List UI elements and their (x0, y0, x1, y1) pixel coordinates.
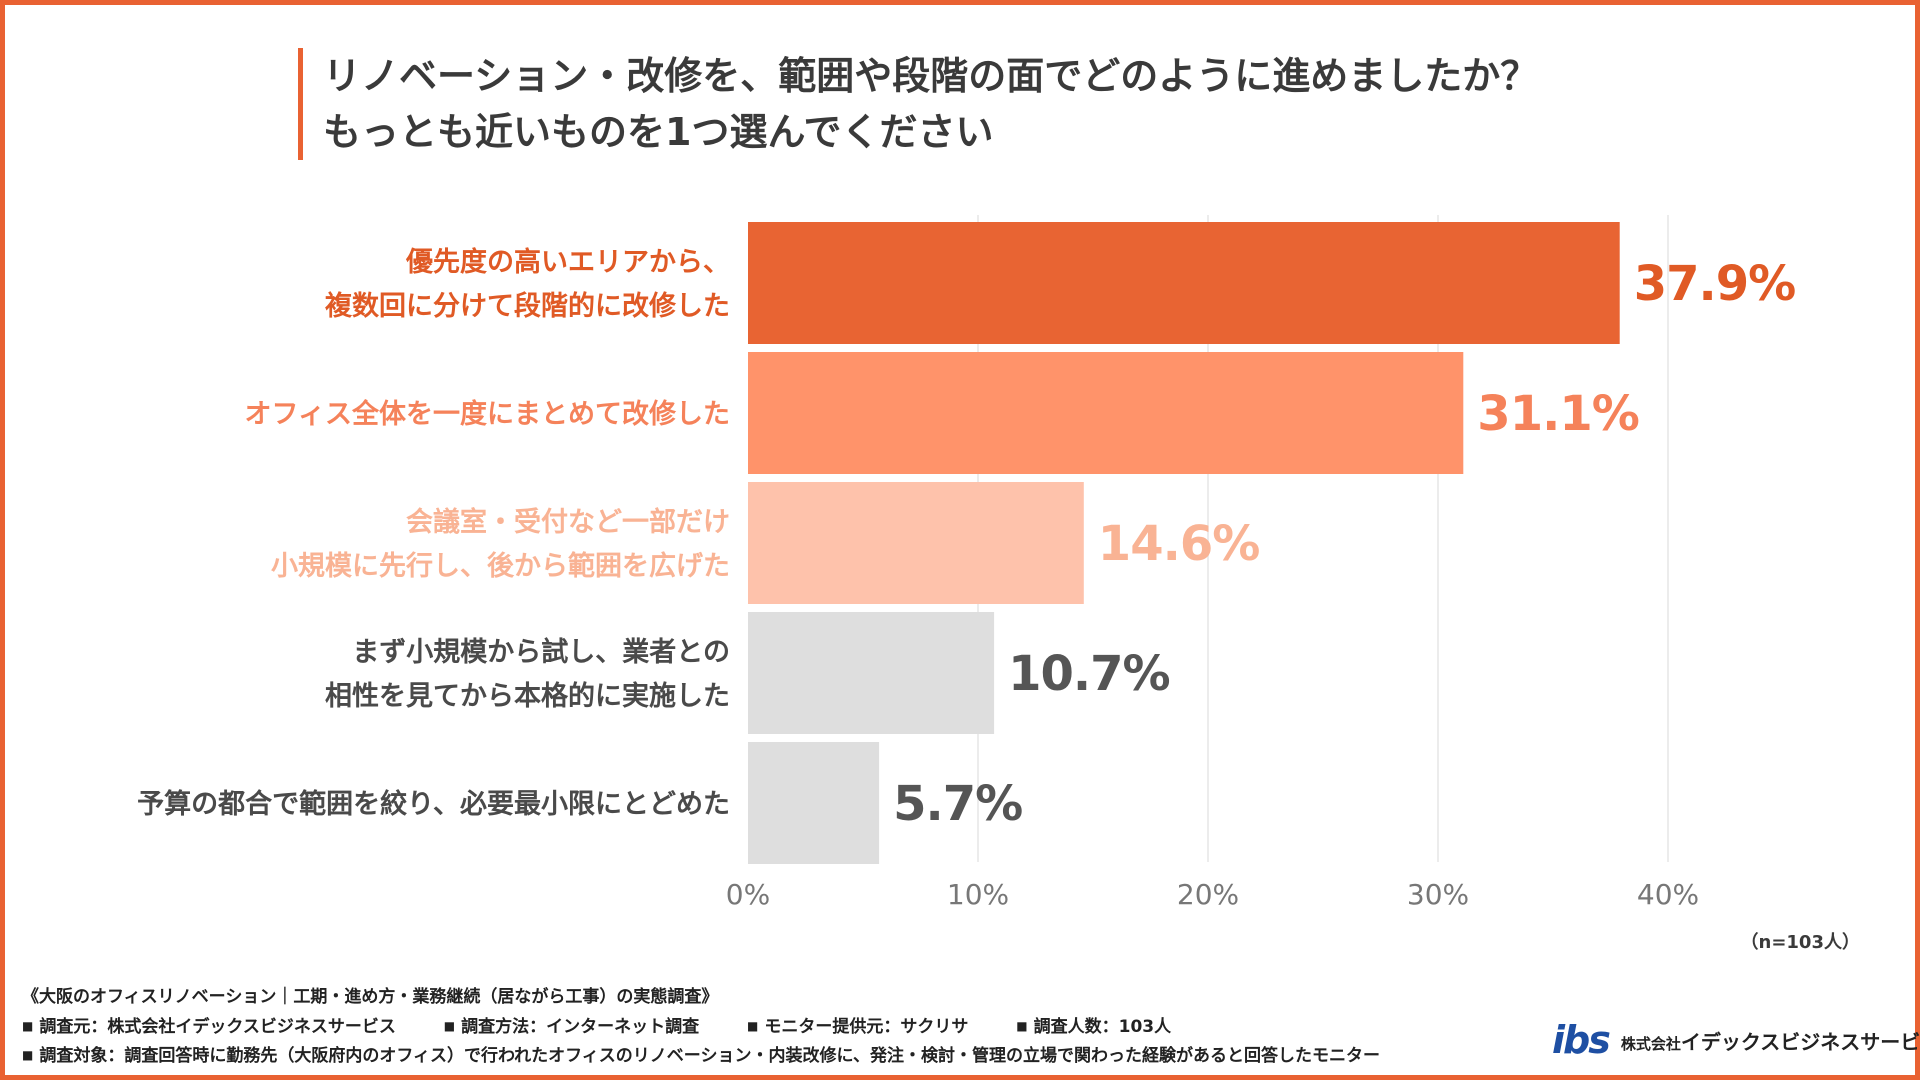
company-name: 株式会社イデックスビジネスサービス (1620, 1029, 1920, 1054)
x-tick-label: 10% (947, 878, 1009, 911)
bullet-icon: ■ (1016, 1019, 1028, 1033)
sample-size-note: （n=103人） (1740, 932, 1860, 953)
category-label: オフィス全体を一度にまとめて改修した (245, 398, 730, 430)
category-label: 予算の都合で範囲を絞り、必要最小限にとどめた (137, 788, 730, 820)
value-label: 31.1% (1477, 386, 1639, 442)
value-label: 14.6% (1098, 516, 1260, 572)
category-label: まず小規模から試し、業者との (352, 636, 730, 668)
survey-details: ■ 調査元：株式会社イデックスビジネスサービス ■ 調査方法：インターネット調査 ■… (22, 1012, 1380, 1041)
bullet-icon: ■ (443, 1019, 456, 1033)
survey-detail-item: ■ 調査人数：103人 (1016, 1012, 1171, 1042)
survey-footer: 《大阪のオフィスリノベーション｜工期・進め方・業務継続（居ながら工事）の実態調査… (22, 983, 1380, 1070)
ibs-logo-icon: ibs (1552, 1018, 1611, 1062)
value-label: 10.7% (1008, 646, 1170, 702)
value-label: 37.9% (1634, 256, 1796, 312)
x-tick-label: 0% (726, 878, 770, 911)
bullet-icon: ■ (22, 1019, 34, 1033)
bullet-icon: ■ (22, 1048, 34, 1062)
x-tick-label: 40% (1637, 878, 1699, 911)
survey-method: 調査方法：インターネット調査 (461, 1017, 700, 1037)
x-tick-label: 20% (1177, 878, 1239, 911)
bullet-icon: ■ (747, 1019, 759, 1033)
bar (748, 222, 1620, 344)
company-brand: ibs 株式会社イデックスビジネスサービス (1552, 1018, 1920, 1062)
category-label: 複数回に分けて段階的に改修した (325, 290, 730, 322)
survey-target: 調査対象：調査回答時に勤務先（大阪府内のオフィス）で行われたオフィスのリノベーシ… (39, 1046, 1380, 1066)
bar (748, 352, 1464, 474)
survey-count: 調査人数：103人 (1033, 1017, 1172, 1037)
title-line-1: リノベーション・改修を、範囲や段階の面でどのように進めましたか？ (323, 54, 1539, 98)
survey-detail-item: ■ 調査方法：インターネット調査 (444, 1012, 699, 1042)
title-line-2: もっとも近いものを1つ選んでください (323, 110, 994, 154)
category-label: 優先度の高いエリアから、 (405, 246, 730, 278)
category-label: 会議室・受付など一部だけ (406, 506, 730, 538)
survey-detail-item: ■ 調査元：株式会社イデックスビジネスサービス (22, 1012, 396, 1042)
bar (748, 482, 1084, 604)
survey-name: 《大阪のオフィスリノベーション｜工期・進め方・業務継続（居ながら工事）の実態調査… (22, 987, 719, 1007)
bar (748, 742, 880, 864)
survey-source: 調査元：株式会社イデックスビジネスサービス (39, 1017, 396, 1037)
category-label: 相性を見てから本格的に実施した (325, 680, 730, 712)
x-tick-label: 30% (1407, 878, 1469, 911)
survey-target-row: ■ 調査対象：調査回答時に勤務先（大阪府内のオフィス）で行われたオフィスのリノベー… (22, 1041, 1380, 1070)
chart-title: リノベーション・改修を、範囲や段階の面でどのように進めましたか？ もっとも近いも… (298, 48, 1538, 160)
bar (748, 612, 995, 734)
category-label: 小規模に先行し、後から範囲を広げた (271, 550, 730, 582)
survey-monitor-provider: モニター提供元：サクリサ (764, 1017, 969, 1037)
value-label: 5.7% (893, 776, 1022, 832)
survey-detail-item: ■ モニター提供元：サクリサ (747, 1012, 968, 1042)
